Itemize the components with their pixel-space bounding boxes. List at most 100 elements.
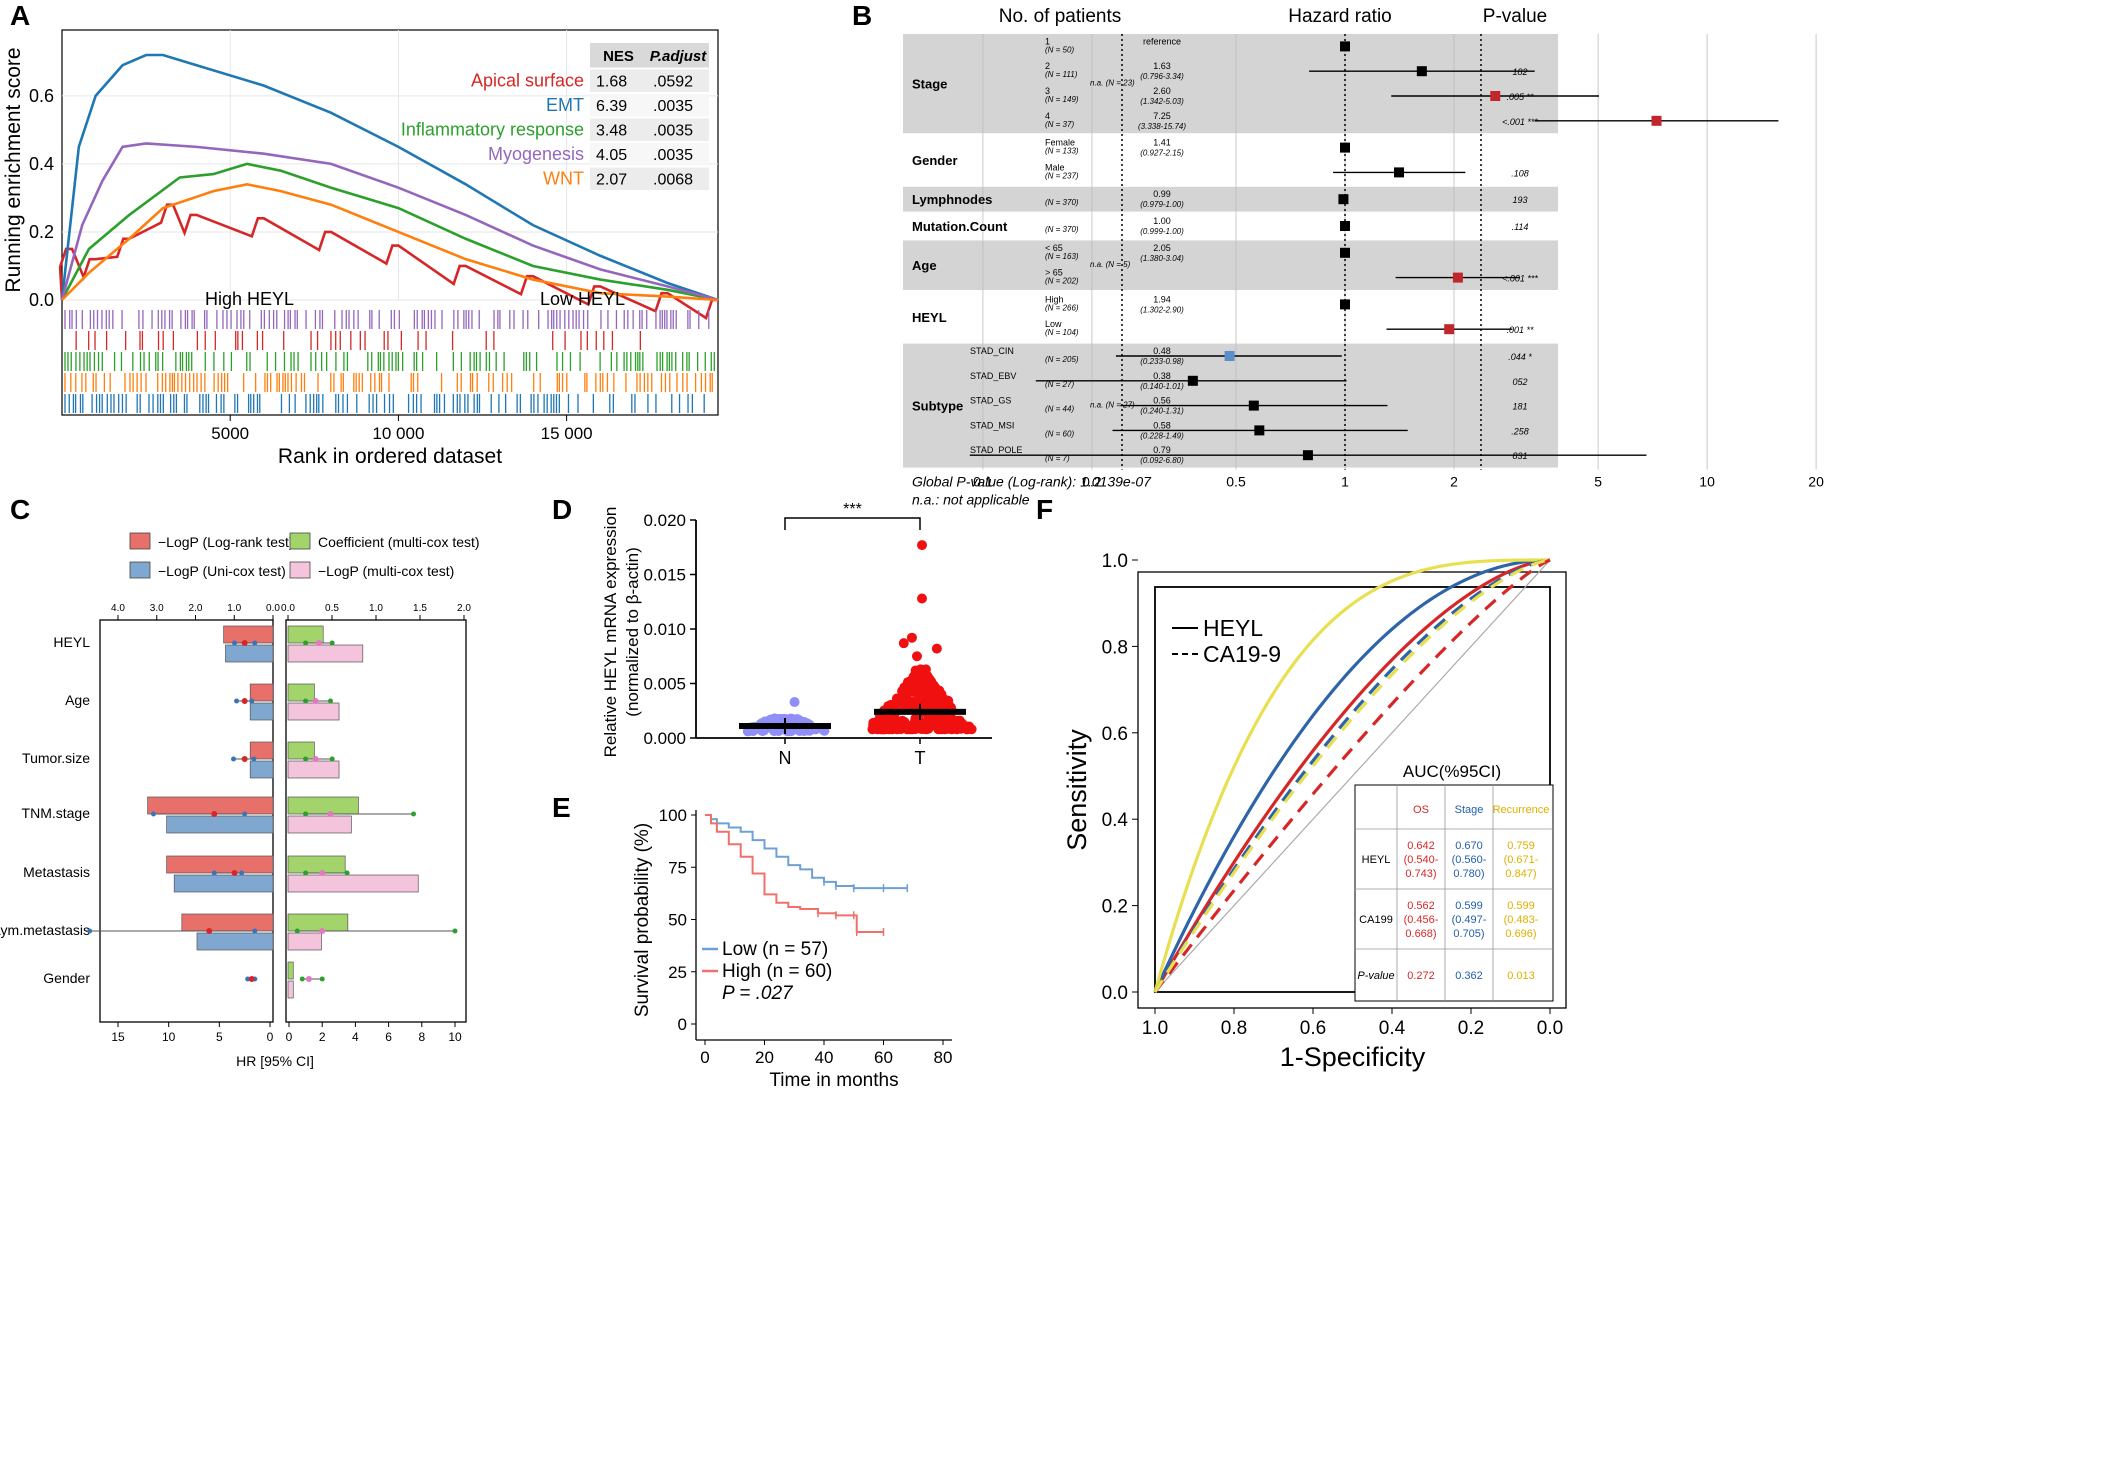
row-hr: 1.94 xyxy=(1153,294,1171,304)
padj-value-1: .0035 xyxy=(653,98,693,115)
auc-cell: 0.013 xyxy=(1507,970,1535,982)
row-n: (N = 111) xyxy=(1045,70,1078,79)
category-label: HEYL xyxy=(53,634,90,650)
row-hr: 1.00 xyxy=(1153,216,1171,226)
row-hr: 1.41 xyxy=(1153,138,1171,148)
auc-cell: (0.560- xyxy=(1452,854,1487,866)
ci-end xyxy=(303,640,309,646)
row-sub: STAD_MSI xyxy=(970,420,1014,430)
row-hr: 2.05 xyxy=(1153,243,1171,253)
group-name: Stage xyxy=(912,77,947,92)
group-na: n.a. (N = 5) xyxy=(1090,260,1131,269)
series-line-3 xyxy=(60,142,719,302)
y-axis-label: Running enrichment score xyxy=(2,47,25,292)
y-tick-label: 0.2 xyxy=(29,222,54,242)
point-outlier xyxy=(911,651,922,662)
point-t xyxy=(904,686,915,697)
top-left-tick: 4.0 xyxy=(111,603,125,614)
row-p: <.001 *** xyxy=(1502,117,1538,127)
auc-cell: 0.780) xyxy=(1453,868,1484,880)
y-tick-label: 50 xyxy=(668,911,687,930)
hr-point xyxy=(241,698,248,704)
auc-cell: 0.599 xyxy=(1507,900,1535,912)
group-band xyxy=(903,135,1558,185)
point-t xyxy=(962,724,973,735)
bar-multicox xyxy=(287,815,352,834)
bottom-left-tick: 10 xyxy=(162,1030,176,1044)
ci-end xyxy=(239,870,245,876)
estimate-marker xyxy=(1490,91,1501,101)
series-line-4 xyxy=(61,182,719,302)
y-axis-label: Survival probability (%) xyxy=(632,823,653,1017)
auc-col-header-0: OS xyxy=(1413,804,1429,816)
bar-unicox xyxy=(196,932,274,951)
ci-end xyxy=(242,811,248,817)
group-band xyxy=(903,240,1558,290)
nes-value-1: 6.39 xyxy=(596,98,627,115)
top-left-tick: 1.0 xyxy=(227,603,241,614)
series-name-0: Apical surface xyxy=(471,71,584,91)
hr-point xyxy=(319,928,326,934)
auc-cell: 0.759 xyxy=(1507,840,1535,852)
series-name-1: EMT xyxy=(546,95,584,115)
row-hr: 0.38 xyxy=(1153,371,1171,381)
ci-end xyxy=(231,756,237,762)
table-header-bg xyxy=(590,43,709,68)
row-p: .044 * xyxy=(1508,352,1532,362)
row-ci: (1.302-2.90) xyxy=(1140,305,1184,314)
x-tick-label-N: N xyxy=(779,748,792,768)
row-p: .108 xyxy=(1511,168,1529,178)
row-n: (N = 237) xyxy=(1045,171,1079,180)
hr-point xyxy=(305,976,312,982)
point-t xyxy=(949,722,960,733)
x-tick-label: 1.0 xyxy=(1142,1018,1168,1039)
y-axis-label: Sensitivity xyxy=(1062,729,1092,851)
row-n: (N = 202) xyxy=(1045,277,1079,286)
row-n: (N = 60) xyxy=(1045,429,1074,438)
ci-end xyxy=(232,640,238,646)
top-right-tick: 1.5 xyxy=(413,603,427,614)
x-tick-label: 5000 xyxy=(211,424,249,443)
row-sub: 3 xyxy=(1045,86,1050,96)
legend-label-1: High (n = 60) xyxy=(722,961,832,982)
nes-value-4: 2.07 xyxy=(596,172,627,189)
x-tick-label: 0 xyxy=(700,1048,709,1067)
point-t xyxy=(891,693,902,704)
auc-table-frame xyxy=(1354,784,1554,1002)
x-tick-label: 2 xyxy=(1450,474,1458,490)
nes-value-2: 3.48 xyxy=(596,123,627,140)
point-t xyxy=(899,717,910,728)
global-pvalue: Global P-value (Log-rank): 1.0139e-07 xyxy=(912,474,1152,490)
hr-point xyxy=(241,756,248,762)
top-right-tick: 2.0 xyxy=(457,603,471,614)
category-label: Age xyxy=(65,692,90,708)
bar-multicox xyxy=(287,932,322,951)
x-tick-label: 20 xyxy=(1808,474,1824,490)
roc-curve-0 xyxy=(1153,558,1551,993)
auc-col-header-1: Stage xyxy=(1455,804,1484,816)
legend-label-1: Coefficient (multi-cox test) xyxy=(318,534,480,550)
row-ci: (0.927-2.15) xyxy=(1140,149,1184,158)
row-sub: High xyxy=(1045,294,1064,304)
bar-unicox xyxy=(173,874,274,893)
point-outlier xyxy=(931,643,942,654)
row-n: (N = 266) xyxy=(1045,303,1079,312)
bar-unicox xyxy=(249,760,274,779)
y-axis-label: Relative HEYL mRNA expression xyxy=(601,507,620,758)
ci-end xyxy=(303,870,309,876)
legend-label-2: −LogP (Uni-cox test) xyxy=(158,563,286,579)
point-outlier xyxy=(917,593,927,604)
roc-curve-5 xyxy=(1153,558,1551,993)
row-hr: 0.79 xyxy=(1153,445,1171,455)
row-ci: (3.338-15.74) xyxy=(1138,122,1186,131)
roc-curve-1 xyxy=(1153,558,1551,993)
y-tick-label: 0.6 xyxy=(29,86,54,106)
estimate-marker xyxy=(1340,41,1350,52)
estimate-marker xyxy=(1340,142,1350,153)
x-tick-label: 40 xyxy=(815,1048,834,1067)
group-name: Age xyxy=(912,258,937,273)
series-name-2: Inflammatory response xyxy=(401,120,584,140)
row-n: (N = 44) xyxy=(1045,405,1074,414)
estimate-marker xyxy=(1302,450,1313,461)
legend-swatch xyxy=(129,561,151,579)
